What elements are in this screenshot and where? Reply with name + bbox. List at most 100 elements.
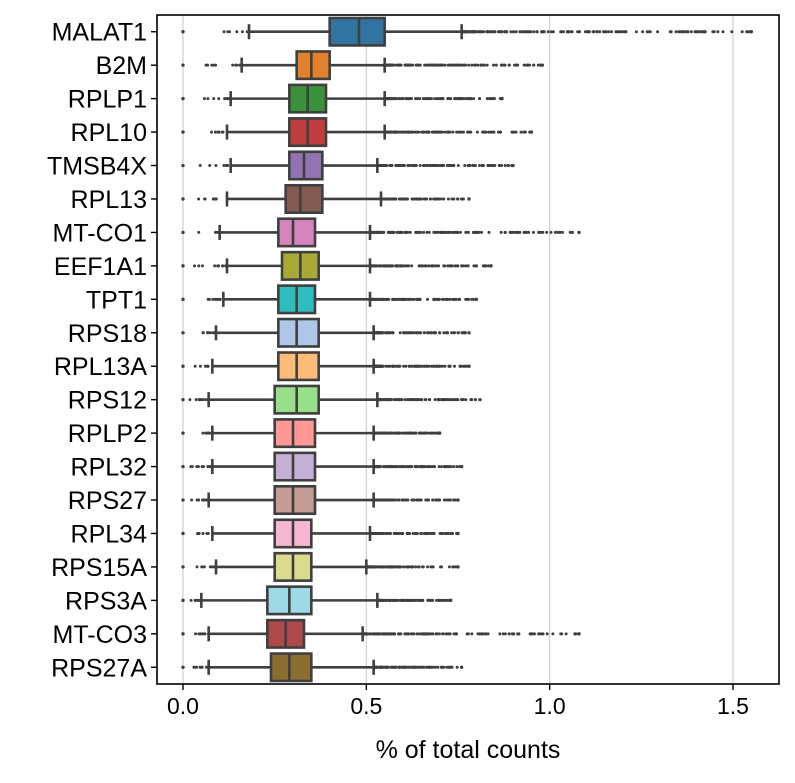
outlier-high [382, 531, 386, 535]
outlier-high [503, 164, 507, 168]
outlier-high [428, 164, 432, 168]
outlier-low [205, 531, 209, 535]
outlier-high [415, 465, 419, 469]
outlier-low [201, 331, 205, 335]
outlier-high [450, 531, 454, 535]
outlier-high [465, 97, 469, 101]
outlier-low [228, 30, 232, 34]
outlier-high [485, 63, 489, 67]
outlier-low [215, 297, 219, 301]
outlier-high [634, 30, 638, 34]
outlier-high [528, 632, 532, 636]
outlier-high [570, 230, 574, 234]
outlier-high [468, 130, 472, 134]
outlier-low [198, 164, 202, 168]
category-label-rps27: RPS27 [68, 487, 147, 515]
box-tpt1 [181, 284, 479, 315]
outlier-high [381, 598, 385, 602]
outlier-high [462, 63, 466, 67]
outlier-high [441, 97, 445, 101]
outlier-high [536, 63, 540, 67]
outlier-high [514, 63, 518, 67]
outlier-high [532, 63, 536, 67]
outlier-high [479, 30, 483, 34]
category-label-malat1: MALAT1 [52, 19, 147, 47]
outlier-high [364, 632, 368, 636]
outlier-high [494, 63, 498, 67]
outlier-high [397, 498, 401, 502]
outlier-high [391, 331, 395, 335]
category-label-rpl32: RPL32 [71, 454, 147, 482]
outlier-high [438, 97, 442, 101]
outlier-max [467, 331, 471, 335]
outlier-low [204, 398, 208, 402]
outlier-high [406, 632, 410, 636]
outlier-high [372, 632, 376, 636]
outlier-high [447, 565, 451, 569]
outlier-max [749, 30, 754, 34]
outlier-high [455, 63, 459, 67]
outlier-high [405, 331, 409, 335]
outlier-high [431, 164, 435, 168]
outlier-high [523, 130, 527, 134]
box-iqr [295, 50, 331, 81]
outlier-high [376, 632, 380, 636]
outlier-high [721, 30, 725, 34]
outlier-high [483, 130, 487, 134]
category-label-eef1a1: EEF1A1 [54, 253, 147, 281]
outlier-high [416, 565, 420, 569]
outlier-high [467, 297, 471, 301]
outlier-high [420, 398, 424, 402]
outlier-high [462, 364, 466, 368]
box-tmsb4x [181, 150, 515, 181]
outlier-high [487, 264, 491, 268]
outlier-high [424, 398, 428, 402]
outlier-high [433, 331, 437, 335]
outlier-high [429, 97, 433, 101]
outlier-high [387, 598, 391, 602]
outlier-low [207, 431, 211, 435]
outlier-high [523, 63, 527, 67]
outlier-max [459, 464, 464, 469]
outlier-high [410, 632, 414, 636]
outlier-high [576, 30, 580, 34]
outlier-high [406, 297, 410, 301]
outlier-high [411, 164, 415, 168]
outlier-high [425, 97, 429, 101]
outlier-high [457, 130, 461, 134]
outlier-high [674, 30, 678, 34]
outlier-high [386, 297, 390, 301]
outlier-high [390, 164, 394, 168]
outlier-low [204, 665, 208, 669]
outlier-high [465, 364, 469, 368]
category-label-rps18: RPS18 [68, 320, 147, 348]
outlier-high [481, 164, 485, 168]
outlier-high [449, 465, 453, 469]
outlier-high [433, 97, 437, 101]
outlier-high [393, 398, 397, 402]
outlier-low [197, 197, 201, 201]
outlier-low [200, 665, 204, 669]
outlier-low [195, 565, 199, 569]
grid-lines [182, 15, 734, 684]
category-labels: MALAT1 B2M RPLP1 RPL10 TMSB4X RPL13 MT-CO1 EEF1… [47, 19, 157, 682]
outlier-high [433, 431, 437, 435]
outlier-low [206, 97, 210, 101]
outlier-high [447, 63, 451, 67]
outlier-high [439, 665, 443, 669]
outlier-high [413, 431, 417, 435]
outlier-high [487, 230, 491, 234]
outlier-high [546, 30, 550, 34]
outlier-high [481, 264, 485, 268]
outlier-high [450, 331, 454, 335]
outlier-high [440, 63, 444, 67]
outlier-high [477, 164, 481, 168]
outlier-low [214, 197, 218, 201]
outlier-low [204, 498, 208, 502]
outlier-high [396, 565, 400, 569]
outlier-low [235, 30, 239, 34]
outlier-high [491, 30, 495, 34]
outlier-high [462, 331, 466, 335]
outlier-high [430, 63, 434, 67]
outlier-high [382, 465, 386, 469]
